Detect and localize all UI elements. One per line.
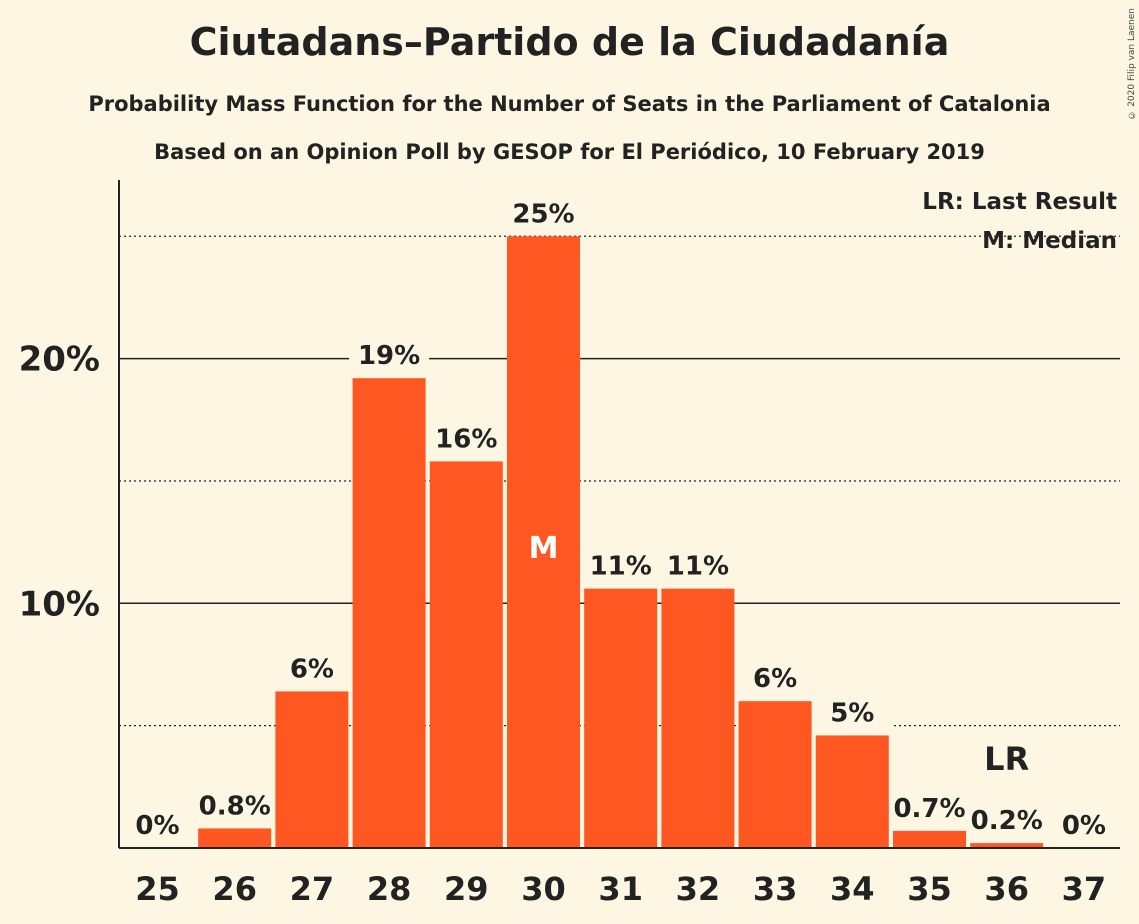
bar-26: [198, 828, 272, 848]
bar-27: [275, 691, 349, 848]
value-label-32: 11%: [667, 552, 729, 582]
value-label-29: 16%: [435, 424, 497, 454]
value-label-bg: [580, 548, 661, 581]
bar-34: [815, 735, 889, 848]
value-label-27: 6%: [290, 654, 334, 684]
x-tick-label-29: 29: [444, 870, 489, 908]
bar-36: [970, 843, 1044, 848]
legend-entry: LR: Last Result: [922, 189, 1117, 215]
chart-subtitle: Probability Mass Function for the Number…: [88, 92, 1051, 116]
legend-entry: M: Median: [982, 228, 1117, 254]
chart-source-line: Based on an Opinion Poll by GESOP for El…: [154, 140, 985, 164]
x-tick-label-35: 35: [907, 870, 952, 908]
bar-30: [507, 236, 580, 848]
x-tick-label-25: 25: [135, 870, 180, 908]
value-label-26: 0.8%: [199, 791, 271, 821]
value-label-bg: [1043, 808, 1124, 840]
median-marker: M: [529, 531, 559, 566]
value-label-bg: [349, 338, 430, 371]
value-label-bg: [271, 651, 352, 684]
value-label-bg: [889, 790, 970, 823]
last-result-marker: LR: [984, 740, 1029, 778]
value-label-bg: [735, 661, 816, 694]
value-label-bg: [426, 421, 507, 454]
value-label-34: 5%: [830, 698, 874, 728]
x-tick-label-34: 34: [830, 870, 875, 908]
x-tick-label-26: 26: [212, 870, 257, 908]
bar-32: [661, 588, 735, 848]
x-tick-label-33: 33: [753, 870, 798, 908]
x-tick-label-31: 31: [598, 870, 643, 908]
value-label-30: 25%: [512, 199, 574, 229]
value-label-28: 19%: [358, 341, 420, 371]
bar-33: [738, 701, 812, 848]
value-label-37: 0%: [1062, 811, 1106, 841]
value-label-bg: [966, 803, 1047, 836]
value-label-31: 11%: [590, 552, 652, 582]
y-tick-label: 10%: [19, 584, 100, 624]
value-label-bg: [194, 788, 275, 821]
x-tick-label-28: 28: [367, 870, 412, 908]
value-label-bg: [117, 808, 198, 840]
x-tick-label-36: 36: [984, 870, 1029, 908]
x-tick-label-37: 37: [1062, 870, 1107, 908]
value-label-bg: [657, 548, 738, 581]
y-tick-label: 20%: [19, 340, 100, 380]
value-label-bg: [812, 695, 893, 728]
value-label-35: 0.7%: [893, 794, 965, 824]
bar-28: [352, 378, 426, 848]
x-tick-label-30: 30: [521, 870, 566, 908]
bar-31: [584, 588, 658, 848]
value-label-36: 0.2%: [971, 806, 1043, 836]
value-label-bg: [503, 196, 584, 229]
chart-title: Ciutadans–Partido de la Ciudadanía: [189, 20, 950, 64]
x-tick-label-32: 32: [676, 870, 721, 908]
bar-35: [893, 830, 966, 848]
value-label-25: 0%: [135, 811, 179, 841]
value-label-33: 6%: [753, 664, 797, 694]
x-tick-label-27: 27: [290, 870, 335, 908]
bar-29: [429, 461, 503, 848]
